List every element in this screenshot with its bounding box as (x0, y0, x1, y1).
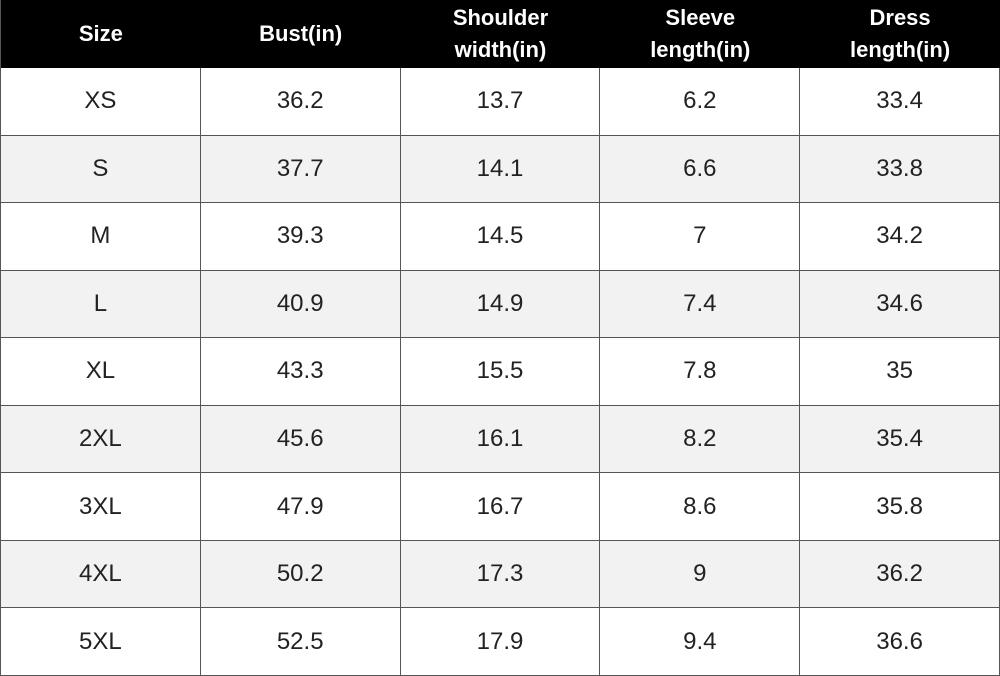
value-cell: 35.8 (800, 473, 1000, 541)
value-cell: 40.9 (200, 270, 401, 339)
value-cell: 14.9 (400, 270, 601, 339)
header-cell: Sleeve length(in) (600, 0, 801, 68)
value-cell: 6.6 (600, 135, 801, 204)
value-cell: 16.1 (400, 405, 601, 474)
header-cell: Bust(in) (200, 0, 401, 68)
value-cell: 35.4 (800, 405, 1000, 474)
value-cell: 9.4 (600, 608, 801, 676)
header-cell: Dress length(in) (800, 0, 1000, 68)
value-cell: 36.2 (800, 540, 1000, 609)
value-cell: 45.6 (200, 405, 401, 474)
size-cell: 3XL (1, 473, 201, 541)
value-cell: 14.1 (400, 135, 601, 204)
value-cell: 36.6 (800, 608, 1000, 676)
value-cell: 37.7 (200, 135, 401, 204)
value-cell: 35 (800, 338, 1000, 406)
size-cell: S (1, 135, 201, 204)
value-cell: 7.8 (600, 338, 801, 406)
size-cell: XL (1, 338, 201, 406)
value-cell: 52.5 (200, 608, 401, 676)
size-cell: M (1, 203, 201, 271)
value-cell: 33.8 (800, 135, 1000, 204)
value-cell: 17.9 (400, 608, 601, 676)
value-cell: 43.3 (200, 338, 401, 406)
size-cell: 2XL (1, 405, 201, 474)
size-cell: 4XL (1, 540, 201, 609)
value-cell: 14.5 (400, 203, 601, 271)
size-cell: XS (1, 68, 201, 136)
value-cell: 8.6 (600, 473, 801, 541)
value-cell: 50.2 (200, 540, 401, 609)
value-cell: 17.3 (400, 540, 601, 609)
value-cell: 39.3 (200, 203, 401, 271)
value-cell: 36.2 (200, 68, 401, 136)
value-cell: 15.5 (400, 338, 601, 406)
value-cell: 16.7 (400, 473, 601, 541)
header-cell: Size (1, 0, 201, 68)
value-cell: 9 (600, 540, 801, 609)
value-cell: 7.4 (600, 270, 801, 339)
value-cell: 6.2 (600, 68, 801, 136)
header-cell: Shoulder width(in) (400, 0, 601, 68)
size-cell: L (1, 270, 201, 339)
value-cell: 7 (600, 203, 801, 271)
value-cell: 34.2 (800, 203, 1000, 271)
value-cell: 33.4 (800, 68, 1000, 136)
value-cell: 34.6 (800, 270, 1000, 339)
value-cell: 8.2 (600, 405, 801, 474)
value-cell: 47.9 (200, 473, 401, 541)
value-cell: 13.7 (400, 68, 601, 136)
size-cell: 5XL (1, 608, 201, 676)
